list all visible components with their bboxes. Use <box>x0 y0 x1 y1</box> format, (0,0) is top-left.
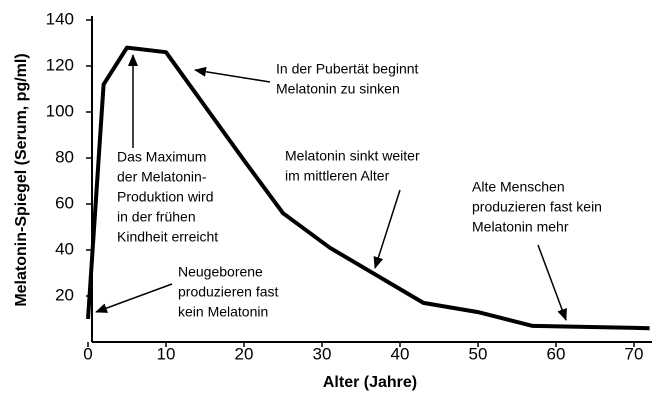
annotation: Melatonin mehr <box>472 219 569 235</box>
arrow <box>95 283 173 313</box>
x-tick-label: 10 <box>157 344 176 363</box>
y-tick-label: 140 <box>46 9 74 28</box>
x-tick-label: 0 <box>83 344 92 363</box>
y-tick-label: 20 <box>55 285 74 304</box>
y-tick-label: 80 <box>55 147 74 166</box>
annotation: Das Maximum <box>117 149 206 165</box>
x-tick-label: 60 <box>547 344 566 363</box>
annotation: Melatonin zu sinken <box>276 81 400 97</box>
annotation: Kindheit erreicht <box>117 229 218 245</box>
y-tick-label: 40 <box>55 239 74 258</box>
annotation: Neugeborene <box>178 264 263 280</box>
y-tick-label: 60 <box>55 193 74 212</box>
annotation: In der Pubertät beginnt <box>276 61 419 77</box>
annotation: Alte Menschen <box>472 179 565 195</box>
annotation: in der frühen <box>117 209 196 225</box>
annotation: der Melatonin- <box>117 169 207 185</box>
y-tick-label: 100 <box>46 101 74 120</box>
annotation: Melatonin sinkt weiter <box>285 148 420 164</box>
x-tick-label: 40 <box>391 344 410 363</box>
y-axis-title: Melatonin-Spiegel (Serum, pg/ml) <box>13 53 30 306</box>
arrow <box>373 189 401 269</box>
x-tick-label: 50 <box>469 344 488 363</box>
annotation: Produktion wird <box>117 189 214 205</box>
y-tick-label: 120 <box>46 55 74 74</box>
arrow <box>194 66 271 83</box>
arrow <box>537 244 567 321</box>
annotation: produzieren fast <box>178 284 279 300</box>
x-tick-label: 20 <box>235 344 254 363</box>
x-tick-label: 30 <box>313 344 332 363</box>
annotation: kein Melatonin <box>178 304 268 320</box>
x-tick-label: 70 <box>625 344 644 363</box>
annotation: im mittleren Alter <box>285 168 390 184</box>
line <box>86 45 650 331</box>
annotation: produzieren fast kein <box>472 199 602 215</box>
x-axis-title: Alter (Jahre) <box>323 374 417 391</box>
